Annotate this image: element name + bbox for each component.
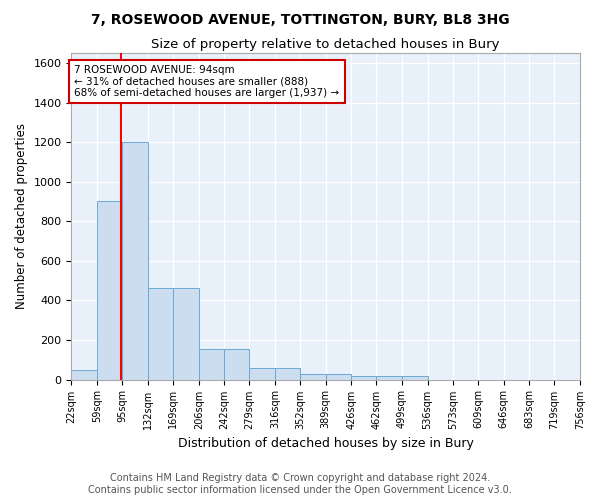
Text: 7, ROSEWOOD AVENUE, TOTTINGTON, BURY, BL8 3HG: 7, ROSEWOOD AVENUE, TOTTINGTON, BURY, BL… <box>91 12 509 26</box>
Bar <box>224 349 250 380</box>
Bar <box>122 142 148 380</box>
X-axis label: Distribution of detached houses by size in Bury: Distribution of detached houses by size … <box>178 437 473 450</box>
Bar <box>275 368 300 380</box>
Title: Size of property relative to detached houses in Bury: Size of property relative to detached ho… <box>151 38 500 51</box>
Text: 7 ROSEWOOD AVENUE: 94sqm
← 31% of detached houses are smaller (888)
68% of semi-: 7 ROSEWOOD AVENUE: 94sqm ← 31% of detach… <box>74 65 339 98</box>
Bar <box>148 288 173 380</box>
Bar <box>173 288 199 380</box>
Bar <box>97 202 122 380</box>
Bar <box>250 368 275 380</box>
Bar <box>326 374 352 380</box>
Bar <box>376 376 402 380</box>
Bar <box>402 376 428 380</box>
Bar <box>199 349 224 380</box>
Bar <box>71 370 97 380</box>
Bar <box>352 376 376 380</box>
Y-axis label: Number of detached properties: Number of detached properties <box>15 124 28 310</box>
Bar <box>300 374 326 380</box>
Text: Contains HM Land Registry data © Crown copyright and database right 2024.
Contai: Contains HM Land Registry data © Crown c… <box>88 474 512 495</box>
